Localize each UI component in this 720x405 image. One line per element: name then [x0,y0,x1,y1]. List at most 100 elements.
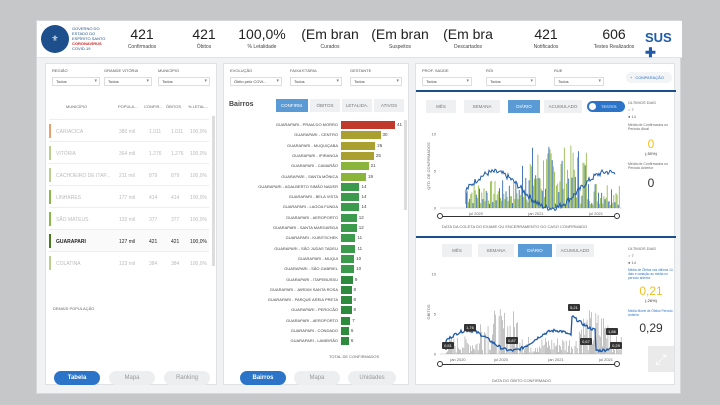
bar[interactable] [341,162,369,171]
table-row[interactable]: SÃO MATEUS 132 mil 377 377 100,0% [49,207,209,229]
bar[interactable] [341,327,349,335]
daily-bar [502,180,504,208]
daily-bar [503,193,505,208]
top-slider-handle-left[interactable] [437,213,443,219]
table-scrollbar[interactable] [212,116,215,266]
daily-death-bar [508,351,510,354]
tab-unidades[interactable]: Unidades [348,371,396,385]
daily-bar [521,186,522,208]
bar[interactable] [341,234,356,243]
tab-mapa[interactable]: Mapa [109,371,155,385]
tab-mapa-bairros[interactable]: Mapa [294,371,340,385]
tab-letalidade[interactable]: LETALIDA. [342,99,372,112]
bar-value: 12 [358,214,364,220]
filter-rue[interactable]: RUE Todos [554,68,604,86]
testes-toggle[interactable]: TESTES [587,101,625,112]
table-row[interactable]: COLATINA 123 mil 384 384 100,0% [49,251,209,273]
fullscreen-button[interactable]: ⤢ [648,346,674,372]
bar[interactable] [341,224,357,232]
tab-acumulado-bottom[interactable]: ACUMULADO [556,244,594,257]
bar[interactable] [341,296,352,305]
daily-death-bar [557,338,558,354]
top-date-slider[interactable] [440,216,618,217]
tab-diario-bottom[interactable]: DIÁRIO [518,244,552,257]
daily-bar [529,164,531,208]
tab-semana-top[interactable]: SEMANA [464,100,500,113]
daily-bar [482,199,484,208]
table-row[interactable]: CARIACICA 380 mil 1.011 1.011 100,0% [49,119,209,141]
radio-14-bottom[interactable]: ● 14 [628,260,636,265]
kpi-testes: 606 Testes Realizados [593,26,635,50]
daily-death-bar [611,347,612,354]
bar[interactable] [341,131,381,140]
filter-prof-saude[interactable]: PROF. SAÚDE Todos [422,68,472,86]
col-obitos[interactable]: ÓBITOS [166,104,182,109]
bar[interactable] [341,275,353,284]
daily-death-bar [535,348,536,354]
row-letalidade: 100,0% [190,173,207,179]
tab-mes-bottom[interactable]: MÊS [442,244,472,257]
daily-death-bar [593,340,594,354]
table-row[interactable]: GUARAPARI 127 mil 421 421 100,0% [49,229,209,251]
filter-gestante[interactable]: GESTANTE Todos [350,68,402,86]
filter-municipio[interactable]: MUNICÍPIO Todos [158,68,210,86]
filter-evolucao[interactable]: EVOLUÇÃO Óbito pelo COVI... [230,68,282,86]
bar[interactable] [341,172,367,181]
bar[interactable] [341,213,357,222]
bar[interactable] [341,285,352,294]
tab-obitos[interactable]: ÓBITOS [310,99,340,112]
tab-bairros[interactable]: Bairros [240,371,286,385]
bar-value: 8 [353,307,357,313]
confirmed-avg-current: 0 [647,137,655,151]
bar[interactable] [341,193,360,202]
filter-grande-vitoria[interactable]: GRANDE VITÓRIA Todos [104,68,152,86]
filter-regiao[interactable]: REGIÃO Todos [52,68,100,86]
radio-7-bottom[interactable]: ○ 7 [628,253,634,258]
bottom-date-slider[interactable] [440,364,618,365]
col-municipio[interactable]: MUNICÍPIO [66,104,88,109]
bar[interactable] [341,254,355,263]
tab-acumulado-top[interactable]: ACUMULADO [544,100,582,113]
col-confirmados[interactable]: CONFIR... [144,104,163,109]
tab-semana-bottom[interactable]: SEMANA [478,244,514,257]
tab-ranking[interactable]: Ranking [164,371,210,385]
daily-bar [573,169,575,208]
tab-ativos[interactable]: ATIVOS [374,99,404,112]
point-label: 0,67 [582,339,591,344]
table-row[interactable]: CACHOEIRO DE ITAP... 211 mil 879 879 100… [49,163,209,185]
tab-tabela[interactable]: Tabela [54,371,100,385]
row-obitos: 414 [171,195,180,201]
bar[interactable] [341,306,352,315]
bottom-slider-handle-left[interactable] [437,361,443,367]
bar[interactable] [341,121,395,129]
col-populacao[interactable]: POPULA... [118,104,138,109]
table-row[interactable]: VITÓRIA 364 mil 1.276 1.276 100,0% [49,141,209,163]
tab-confirmados[interactable]: CONFIRM. [276,99,308,112]
radio-7-top[interactable]: ○ 7 [628,107,634,112]
tab-diario-top[interactable]: DIÁRIO [508,100,540,113]
row-obitos: 879 [171,173,180,179]
bar[interactable] [341,203,360,212]
bar[interactable] [341,244,356,253]
daily-death-bar [530,347,532,354]
daily-death-bar [568,345,569,354]
bar[interactable] [341,151,374,160]
filter-roi[interactable]: RÓI Todos [486,68,536,86]
bar[interactable] [341,265,355,274]
compare-button[interactable]: + COMPARAÇÃO [626,72,672,83]
deaths-chart: ÓBITOS 10 5 0 jan 2020 jul 2020 jan 2021 jul 20… [426,272,622,362]
bottom-slider-handle-right[interactable] [614,361,620,367]
bar[interactable] [341,337,349,346]
daily-bar [602,203,604,208]
bar[interactable] [341,316,351,325]
bar[interactable] [341,141,376,150]
col-letalidade[interactable]: % LETAL... [188,104,208,109]
daily-bar [539,178,541,208]
chart-scrollbar[interactable] [404,120,407,210]
filter-faixa-etaria[interactable]: FAIXA ETÁRIA Todos [290,68,342,86]
tab-mes-top[interactable]: MÊS [426,100,456,113]
table-row[interactable]: LINHARES 177 mil 414 414 100,0% [49,185,209,207]
bar[interactable] [341,182,360,191]
radio-14-top[interactable]: ● 14 [628,114,636,119]
top-slider-handle-right[interactable] [614,213,620,219]
